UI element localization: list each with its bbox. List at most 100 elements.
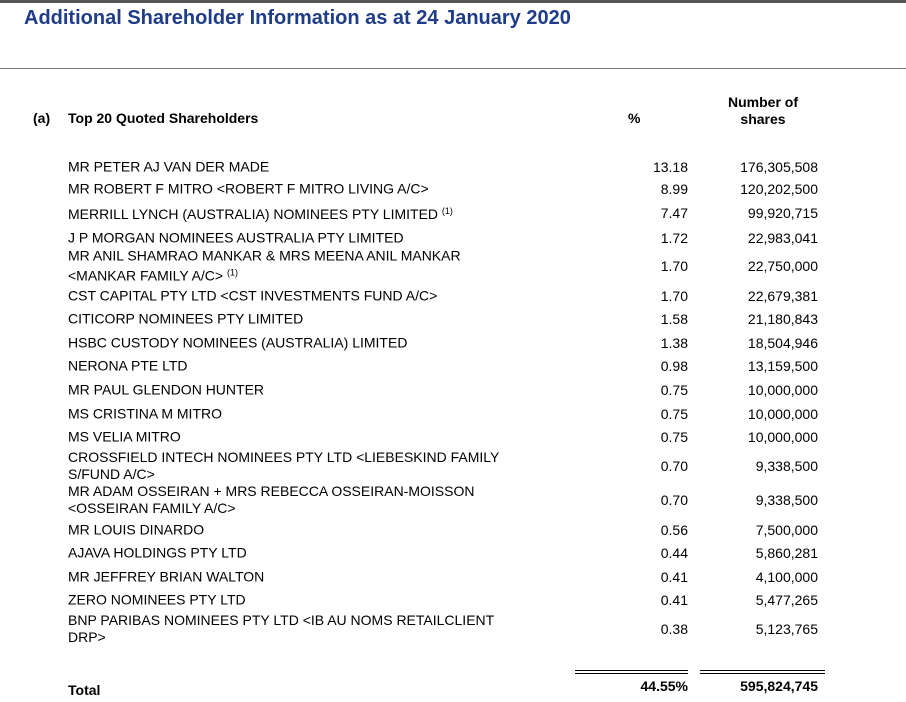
shareholder-shares: 5,860,281 (755, 545, 818, 561)
total-shares: 595,824,745 (740, 678, 818, 694)
shareholder-name: MS VELIA MITRO (68, 429, 558, 446)
section-title: Top 20 Quoted Shareholders (68, 110, 259, 126)
table-row: CITICORP NOMINEES PTY LIMITED 1.58 21,180,… (0, 308, 906, 330)
shareholder-name-line: <OSSEIRAN FAMILY A/C> (68, 500, 236, 516)
shareholder-percent: 0.38 (660, 621, 688, 637)
shareholder-name: MR ADAM OSSEIRAN + MRS REBECCA OSSEIRAN-… (68, 483, 558, 517)
shareholder-name-line: <MANKAR FAMILY A/C> (68, 267, 224, 284)
shareholder-percent: 0.75 (660, 429, 688, 445)
shareholder-name: CROSSFIELD INTECH NOMINEES PTY LTD <LIEB… (68, 449, 558, 483)
shareholder-percent: 0.44 (660, 545, 688, 561)
table-row: MR ADAM OSSEIRAN + MRS REBECCA OSSEIRAN-… (0, 483, 906, 517)
table-row: J P MORGAN NOMINEES AUSTRALIA PTY LIMITE… (0, 227, 906, 249)
shareholder-name-line: MR ANIL SHAMRAO MANKAR & MRS MEENA ANIL … (68, 247, 461, 264)
shareholder-shares: 9,338,500 (755, 458, 818, 474)
shareholder-shares: 9,338,500 (755, 492, 818, 508)
shareholder-name: MR JEFFREY BRIAN WALTON (68, 569, 558, 586)
shareholder-shares: 5,123,765 (755, 621, 818, 637)
shareholder-shares: 21,180,843 (747, 311, 818, 327)
shareholder-name: HSBC CUSTODY NOMINEES (AUSTRALIA) LIMITE… (68, 335, 558, 352)
shareholder-shares: 10,000,000 (747, 382, 818, 398)
shareholder-name: J P MORGAN NOMINEES AUSTRALIA PTY LIMITE… (68, 230, 558, 247)
column-header-shares-line1: Number of (728, 94, 798, 110)
shareholder-shares: 13,159,500 (747, 358, 818, 374)
shareholder-name: MERRILL LYNCH (AUSTRALIA) NOMINEES PTY L… (68, 203, 558, 223)
total-percent: 44.55% (640, 678, 688, 694)
shareholder-percent: 7.47 (660, 205, 688, 221)
shareholder-percent: 1.38 (660, 335, 688, 351)
shareholder-name: MR PETER AJ VAN DER MADE (68, 159, 558, 176)
shareholder-name-line: ZERO NOMINEES PTY LTD (68, 591, 246, 608)
shareholder-name-line: MR ADAM OSSEIRAN + MRS REBECCA OSSEIRAN-… (68, 483, 475, 499)
shareholder-shares: 99,920,715 (747, 205, 818, 221)
shareholder-percent: 1.70 (660, 288, 688, 304)
shareholder-name: MR LOUIS DINARDO (68, 522, 558, 539)
column-header-shares: Number of shares (716, 94, 810, 128)
shareholder-shares: 10,000,000 (747, 406, 818, 422)
shareholder-name: CST CAPITAL PTY LTD <CST INVESTMENTS FUN… (68, 288, 558, 305)
shareholder-shares: 22,750,000 (747, 258, 818, 274)
shareholder-name-line: DRP> (68, 629, 106, 645)
shareholder-name-line: NERONA PTE LTD (68, 357, 188, 374)
shareholder-name-line: MS CRISTINA M MITRO (68, 405, 222, 422)
table-row: MR ANIL SHAMRAO MANKAR & MRS MEENA ANIL … (0, 248, 906, 285)
total-rule-shares (700, 670, 825, 671)
shareholder-name: MS CRISTINA M MITRO (68, 406, 558, 423)
table-row: MR ROBERT F MITRO <ROBERT F MITRO LIVING… (0, 178, 906, 200)
shareholder-name: BNP PARIBAS NOMINEES PTY LTD <IB AU NOMS… (68, 612, 558, 646)
shareholder-name-line: CITICORP NOMINEES PTY LIMITED (68, 310, 304, 327)
column-header-percent: % (628, 110, 641, 126)
shareholder-shares: 7,500,000 (755, 522, 818, 538)
shareholder-name: CITICORP NOMINEES PTY LIMITED (68, 311, 558, 328)
shareholder-percent: 0.75 (660, 382, 688, 398)
table-row: NERONA PTE LTD 0.98 13,159,500 (0, 355, 906, 377)
shareholder-name: NERONA PTE LTD (68, 358, 558, 375)
total-rule-pct (575, 670, 688, 671)
shareholder-name: MR ANIL SHAMRAO MANKAR & MRS MEENA ANIL … (68, 248, 558, 285)
shareholder-name-line: MR PAUL GLENDON HUNTER (68, 381, 265, 398)
shareholder-name-line: J P MORGAN NOMINEES AUSTRALIA PTY LIMITE… (68, 229, 404, 246)
shareholder-name-line: CST CAPITAL PTY LTD <CST INVESTMENTS FUN… (68, 287, 438, 304)
shareholder-shares: 176,305,508 (740, 159, 818, 175)
shareholder-shares: 5,477,265 (755, 592, 818, 608)
total-label: Total (68, 682, 101, 698)
table-row: ZERO NOMINEES PTY LTD 0.41 5,477,265 (0, 589, 906, 611)
shareholder-shares: 22,679,381 (747, 288, 818, 304)
shareholder-percent: 0.56 (660, 522, 688, 538)
table-row: MR LOUIS DINARDO 0.56 7,500,000 (0, 519, 906, 541)
shareholder-shares: 4,100,000 (755, 569, 818, 585)
shareholder-percent: 13.18 (652, 159, 688, 175)
shareholder-name-line: HSBC CUSTODY NOMINEES (AUSTRALIA) LIMITE… (68, 334, 408, 351)
shareholder-percent: 0.41 (660, 592, 688, 608)
shareholder-shares: 22,983,041 (747, 230, 818, 246)
shareholder-name-line: AJAVA HOLDINGS PTY LTD (68, 544, 247, 561)
shareholder-name-line: MERRILL LYNCH (AUSTRALIA) NOMINEES PTY L… (68, 206, 439, 222)
shareholder-percent: 1.72 (660, 230, 688, 246)
title-divider (0, 68, 906, 69)
shareholder-percent: 0.98 (660, 358, 688, 374)
shareholder-name: AJAVA HOLDINGS PTY LTD (68, 545, 558, 562)
shareholder-percent: 8.99 (660, 181, 688, 197)
shareholder-shares: 10,000,000 (747, 429, 818, 445)
total-rule-shares-double (700, 673, 825, 674)
shareholder-name-line: S/FUND A/C> (68, 466, 155, 482)
shareholder-name: MR ROBERT F MITRO <ROBERT F MITRO LIVING… (68, 181, 558, 198)
shareholder-percent: 0.70 (660, 492, 688, 508)
total-rule-pct-double (575, 673, 688, 674)
footnote-marker: (1) (226, 267, 238, 278)
shareholder-name: MR PAUL GLENDON HUNTER (68, 382, 558, 399)
table-row: AJAVA HOLDINGS PTY LTD 0.44 5,860,281 (0, 542, 906, 564)
shareholder-shares: 18,504,946 (747, 335, 818, 351)
shareholder-name-line: MR ROBERT F MITRO <ROBERT F MITRO LIVING… (68, 180, 429, 197)
page-title: Additional Shareholder Information as at… (24, 7, 571, 29)
shareholder-name-line: CROSSFIELD INTECH NOMINEES PTY LTD <LIEB… (68, 449, 500, 465)
shareholder-shares: 120,202,500 (740, 181, 818, 197)
shareholder-name: ZERO NOMINEES PTY LTD (68, 592, 558, 609)
column-header-shares-line2: shares (740, 111, 786, 127)
shareholder-percent: 0.70 (660, 458, 688, 474)
shareholder-name-line: MS VELIA MITRO (68, 428, 181, 445)
table-row: BNP PARIBAS NOMINEES PTY LTD <IB AU NOMS… (0, 612, 906, 646)
shareholder-name-line: BNP PARIBAS NOMINEES PTY LTD <IB AU NOMS… (68, 612, 495, 628)
table-row: MS CRISTINA M MITRO 0.75 10,000,000 (0, 403, 906, 425)
table-row: MR PETER AJ VAN DER MADE 13.18 176,305,508 (0, 156, 906, 178)
